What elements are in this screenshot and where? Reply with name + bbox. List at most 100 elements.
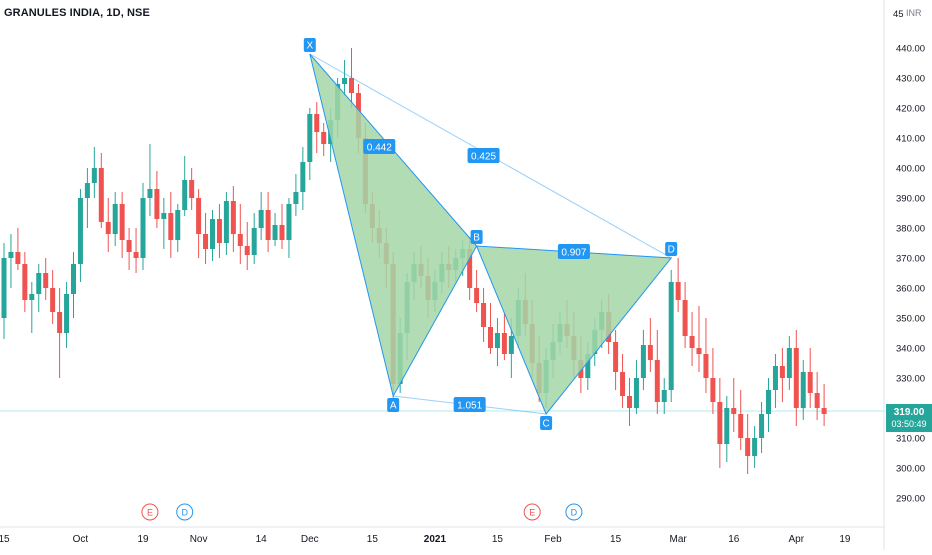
candle[interactable] <box>57 288 63 378</box>
candle[interactable] <box>98 153 104 228</box>
candle[interactable] <box>474 270 480 312</box>
earnings-marker[interactable]: E <box>141 503 159 521</box>
candle[interactable] <box>279 204 285 249</box>
ratio-label[interactable]: 0.907 <box>557 244 590 259</box>
candle[interactable] <box>203 213 209 264</box>
candle[interactable] <box>717 378 723 468</box>
candle[interactable] <box>251 213 257 264</box>
ratio-label[interactable]: 0.442 <box>363 139 396 154</box>
candle[interactable] <box>682 282 688 348</box>
candle[interactable] <box>91 147 97 198</box>
candle[interactable] <box>494 318 500 366</box>
candle[interactable] <box>36 264 42 312</box>
ratio-label[interactable]: 0.425 <box>467 148 500 163</box>
candle[interactable] <box>800 360 806 420</box>
candle[interactable] <box>668 270 674 402</box>
candle[interactable] <box>759 402 765 453</box>
dividend-marker[interactable]: D <box>565 503 583 521</box>
candle[interactable] <box>29 282 35 333</box>
candle[interactable] <box>689 312 695 366</box>
pattern-point-x[interactable]: X <box>303 38 316 52</box>
candle[interactable] <box>349 48 354 108</box>
candle[interactable] <box>779 348 785 402</box>
candle[interactable] <box>613 330 619 390</box>
candle[interactable] <box>675 258 681 312</box>
candle[interactable] <box>731 378 737 432</box>
candle[interactable] <box>703 318 709 393</box>
candle[interactable] <box>161 198 167 249</box>
candle[interactable] <box>620 354 626 408</box>
candle[interactable] <box>272 213 278 246</box>
pattern-point-a[interactable]: A <box>387 398 400 412</box>
candle[interactable] <box>43 258 49 300</box>
earnings-marker[interactable]: E <box>523 503 541 521</box>
candle[interactable] <box>8 234 14 288</box>
candle[interactable] <box>314 102 320 153</box>
candle[interactable] <box>481 288 487 342</box>
ratio-label[interactable]: 1.051 <box>453 397 486 412</box>
candle[interactable] <box>821 384 827 426</box>
candle[interactable] <box>786 336 792 390</box>
candle[interactable] <box>237 204 243 264</box>
candle[interactable] <box>168 192 174 258</box>
candle[interactable] <box>647 318 653 372</box>
pattern-point-d[interactable]: D <box>665 242 678 256</box>
candle[interactable] <box>119 192 125 258</box>
candle[interactable] <box>293 174 299 216</box>
candle[interactable] <box>258 192 264 240</box>
candle[interactable] <box>223 192 229 255</box>
candle[interactable] <box>182 156 188 216</box>
candle[interactable] <box>766 378 771 432</box>
candle[interactable] <box>84 168 90 228</box>
candle[interactable] <box>640 330 646 390</box>
candle[interactable] <box>661 378 667 414</box>
candle[interactable] <box>15 228 21 270</box>
candle[interactable] <box>105 198 111 252</box>
candle[interactable] <box>210 210 215 261</box>
candle[interactable] <box>230 186 236 252</box>
candle[interactable] <box>654 330 660 414</box>
candle[interactable] <box>126 228 132 270</box>
candle[interactable] <box>814 372 820 420</box>
candle[interactable] <box>752 426 758 468</box>
candle[interactable] <box>244 222 250 270</box>
candle[interactable] <box>133 228 139 273</box>
candle[interactable] <box>22 252 28 312</box>
candle[interactable] <box>147 144 153 216</box>
candle[interactable] <box>321 123 327 156</box>
candle[interactable] <box>71 252 76 318</box>
pattern-point-b[interactable]: B <box>470 230 483 244</box>
candle[interactable] <box>140 183 146 270</box>
candle[interactable] <box>286 198 292 258</box>
candle[interactable] <box>501 312 507 360</box>
candle[interactable] <box>738 390 744 450</box>
candle[interactable] <box>154 171 160 228</box>
candle[interactable] <box>196 189 202 258</box>
dividend-marker[interactable]: D <box>176 503 194 521</box>
candle[interactable] <box>175 204 181 252</box>
candle[interactable] <box>300 147 306 210</box>
candle[interactable] <box>216 204 222 258</box>
candle[interactable] <box>696 306 702 372</box>
candle[interactable] <box>265 192 271 252</box>
candle[interactable] <box>745 414 751 474</box>
candle[interactable] <box>307 108 313 180</box>
candle[interactable] <box>633 360 639 414</box>
candle[interactable] <box>50 270 56 324</box>
candle[interactable] <box>342 60 348 96</box>
pattern-point-c[interactable]: C <box>540 416 553 430</box>
candle[interactable] <box>488 303 493 354</box>
candle[interactable] <box>772 354 778 408</box>
candle[interactable] <box>1 243 7 339</box>
candle[interactable] <box>627 378 632 426</box>
candle[interactable] <box>724 396 730 462</box>
candle[interactable] <box>77 189 83 282</box>
candle[interactable] <box>793 330 799 426</box>
candle[interactable] <box>189 168 195 210</box>
candle[interactable] <box>64 282 70 348</box>
candle[interactable] <box>710 348 716 414</box>
currency-label[interactable]: INR <box>906 8 922 18</box>
candle[interactable] <box>807 348 813 408</box>
